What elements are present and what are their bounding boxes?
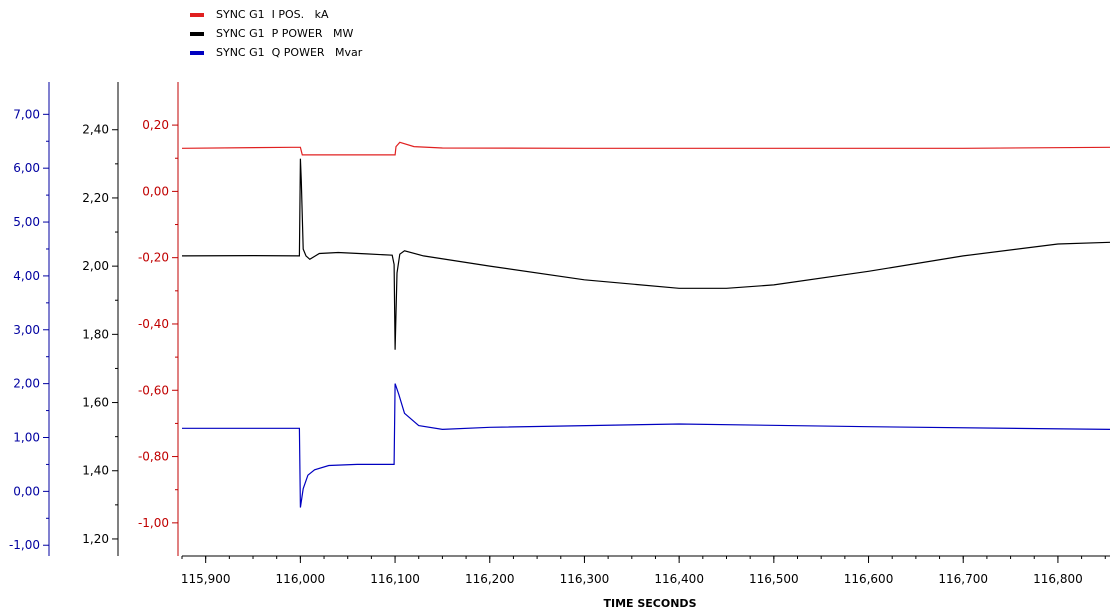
- y-tick-label-q: 5,00: [13, 215, 40, 229]
- y-tick-label-p: 1,40: [82, 464, 109, 478]
- series-line-p: [181, 158, 1110, 350]
- legend-swatch: [190, 51, 204, 55]
- y-tick-label-i: 0,00: [142, 184, 169, 198]
- series-group: [181, 141, 1110, 508]
- y-tick-label-q: 4,00: [13, 269, 40, 283]
- y-tick-label-q: 1,00: [13, 431, 40, 445]
- series-line-q: [182, 383, 1110, 508]
- x-tick-label: 116,600: [844, 572, 894, 586]
- legend: SYNC G1 I POS. kA SYNC G1 P POWER MW SYNC …: [190, 8, 363, 59]
- y-tick-label-q: 3,00: [13, 323, 40, 337]
- y-tick-label-i: -0,40: [138, 317, 169, 331]
- y-tick-label-q: 7,00: [13, 107, 40, 121]
- x-tick-label: 116,200: [465, 572, 515, 586]
- y-axis-i: 0,20 0,00 -0,20 -0,40 -0,60 -0,80 -1,00: [138, 82, 179, 556]
- x-tick-label: 116,500: [749, 572, 799, 586]
- x-tick-label: 115,900: [181, 572, 231, 586]
- y-tick-label-i: 0,20: [142, 118, 169, 132]
- y-tick-label-q: 6,00: [13, 161, 40, 175]
- y-tick-label-i: -1,00: [138, 516, 169, 530]
- y-axis-q: 7,00 6,00 5,00 4,00 3,00 2,00 1,00 0,00 -1,00: [9, 82, 50, 556]
- x-tick-label: 116,300: [560, 572, 610, 586]
- y-tick-label-p: 1,60: [82, 396, 109, 410]
- y-tick-label-p: 1,20: [82, 532, 109, 546]
- y-tick-label-p: 2,20: [82, 191, 109, 205]
- legend-swatch: [190, 13, 204, 17]
- y-tick-label-i: -0,20: [138, 251, 169, 265]
- legend-swatch: [190, 32, 204, 36]
- x-axis: 115,900 116,000 116,100 116,200 116,300 116,4…: [181, 555, 1110, 586]
- y-tick-label-p: 2,40: [82, 123, 109, 137]
- series-line-i: [181, 141, 1110, 156]
- x-tick-label: 116,400: [654, 572, 704, 586]
- x-tick-label: 116,700: [938, 572, 988, 586]
- y-tick-label-i: -0,80: [138, 450, 169, 464]
- y-tick-label-p: 2,00: [82, 259, 109, 273]
- y-tick-label-q: 2,00: [13, 377, 40, 391]
- y-tick-label-q: 0,00: [13, 484, 40, 498]
- y-axis-p: 2,40 2,20 2,00 1,80 1,60 1,40 1,20: [82, 82, 119, 556]
- axes: 7,00 6,00 5,00 4,00 3,00 2,00 1,00 0,00 -1,00 2,4…: [9, 82, 1110, 586]
- legend-label: SYNC G1 Q POWER Mvar: [216, 46, 363, 59]
- legend-label: SYNC G1 I POS. kA: [216, 8, 329, 21]
- x-tick-label: 116,800: [1033, 572, 1083, 586]
- x-tick-label: 116,100: [370, 572, 420, 586]
- y-tick-label-q: -1,00: [9, 538, 40, 552]
- x-tick-label: 116,000: [276, 572, 326, 586]
- x-axis-label: TIME SECONDS: [603, 597, 696, 610]
- legend-label: SYNC G1 P POWER MW: [216, 27, 353, 40]
- y-tick-label-i: -0,60: [138, 383, 169, 397]
- y-tick-label-p: 1,80: [82, 327, 109, 341]
